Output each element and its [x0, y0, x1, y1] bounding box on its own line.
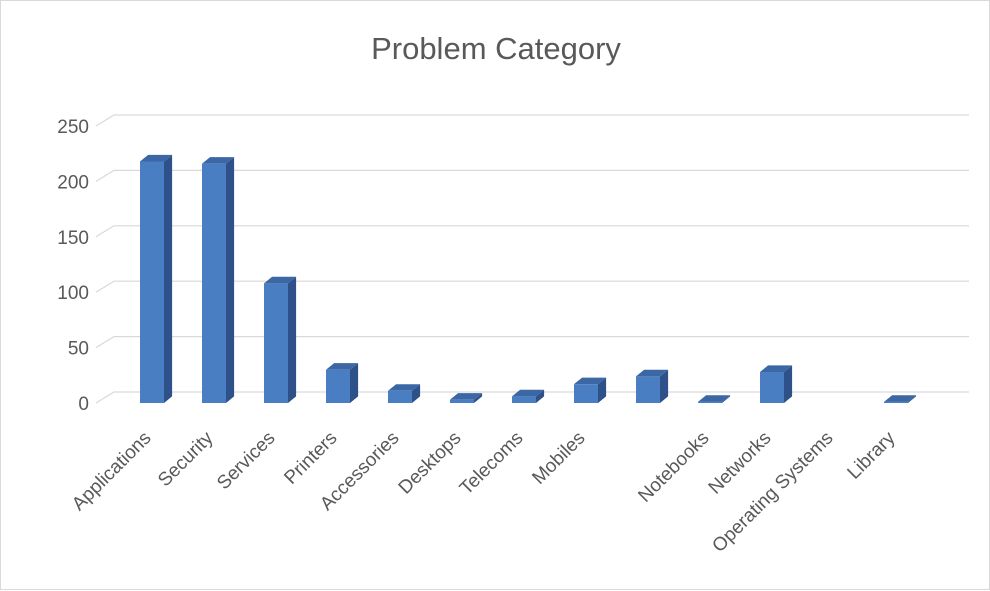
bar-side: [226, 157, 235, 403]
bar: [698, 395, 731, 403]
bar-top: [884, 395, 917, 402]
bar-front: [202, 163, 226, 403]
gridline: [95, 391, 969, 404]
y-axis-ticks: 0 50 100 150 200 250: [57, 117, 89, 415]
bars: [140, 154, 917, 403]
bar-front: [388, 390, 412, 403]
bar: [202, 157, 235, 403]
bar: [574, 377, 607, 403]
bar-top: [140, 154, 173, 162]
bar: [884, 395, 917, 403]
bar-side: [350, 363, 359, 403]
bar: [760, 365, 793, 403]
bar-top: [760, 365, 793, 372]
gridlines: [95, 114, 969, 404]
bar-front: [698, 401, 722, 403]
bar-front: [450, 399, 474, 403]
x-category-label: Desktops: [395, 428, 466, 499]
bar: [636, 369, 669, 403]
y-tick-label: 100: [57, 283, 89, 304]
gridline: [95, 336, 969, 349]
x-category-label: Notebooks: [634, 428, 713, 507]
bar-top: [636, 369, 669, 377]
bar: [450, 393, 483, 403]
chart-title: Problem Category: [371, 31, 621, 66]
x-category-label: Applications: [68, 428, 155, 515]
x-category-label: Services: [213, 428, 279, 494]
y-tick-label: 250: [57, 117, 89, 138]
bar-top: [264, 276, 297, 284]
x-category-label: Printers: [280, 428, 341, 489]
y-tick-label: 200: [57, 172, 89, 193]
gridline: [95, 169, 969, 182]
x-category-label: Telecoms: [456, 428, 528, 500]
bar-side: [536, 389, 545, 403]
bar-side: [784, 365, 793, 403]
x-category-label: Security: [154, 427, 218, 491]
gridline: [95, 114, 969, 127]
x-category-label: Mobiles: [528, 428, 589, 489]
bar-top: [450, 393, 483, 400]
bar: [512, 389, 545, 403]
bar-front: [884, 401, 908, 403]
bar-side: [598, 377, 607, 403]
x-category-label: Operating Systems: [708, 428, 837, 557]
bar-top: [574, 377, 607, 385]
y-tick-label: 150: [57, 228, 89, 249]
bar-front: [326, 369, 350, 403]
bar-side: [908, 395, 917, 403]
bar-front: [140, 161, 164, 403]
bar-side: [474, 393, 483, 403]
gridline: [95, 280, 969, 293]
bar-top: [698, 395, 731, 402]
bar-front: [264, 283, 288, 403]
bar-front: [574, 384, 598, 403]
bar-top: [326, 363, 359, 370]
bar: [264, 276, 297, 403]
bar-side: [412, 384, 421, 403]
bar-top: [512, 389, 545, 397]
bar-top: [388, 384, 421, 391]
bar-side: [288, 276, 297, 403]
bar-front: [512, 396, 536, 403]
bar-side: [164, 154, 173, 403]
bar-side: [660, 369, 669, 403]
y-tick-label: 50: [68, 339, 89, 360]
bar-top: [202, 157, 235, 164]
x-category-label: Library: [844, 427, 900, 483]
bar: [140, 154, 173, 403]
bar-side: [722, 395, 731, 403]
bar-front: [636, 376, 660, 403]
bar: [388, 384, 421, 403]
y-tick-label: 0: [78, 394, 89, 415]
bar-front: [760, 371, 784, 403]
gridline: [95, 225, 969, 238]
bar: [326, 363, 359, 403]
